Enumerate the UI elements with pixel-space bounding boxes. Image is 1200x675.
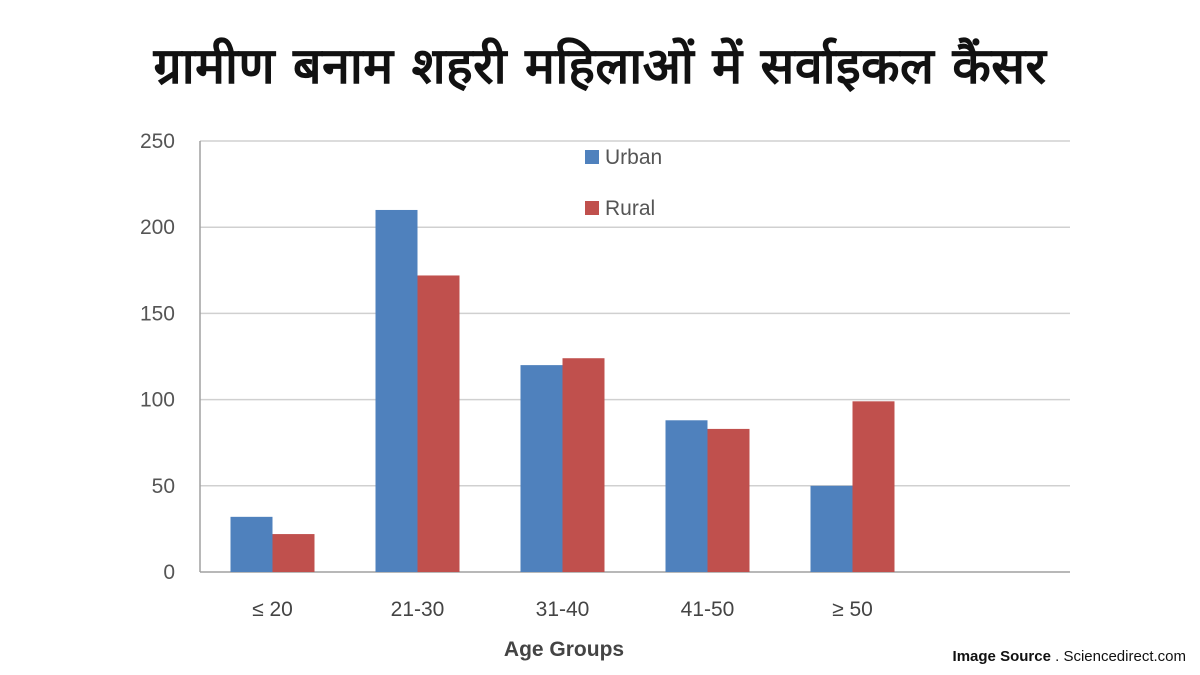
legend-swatch-rural	[585, 201, 599, 215]
legend-label-urban: Urban	[605, 146, 662, 169]
y-tick-label: 0	[163, 561, 175, 584]
bar-urban	[520, 365, 563, 572]
bar-urban	[665, 420, 708, 572]
source-separator: .	[1050, 648, 1064, 665]
x-axis-categories: ≤ 20 21-30 31-40 41-50 ≥ 50	[252, 598, 873, 621]
y-tick-label: 250	[140, 130, 175, 153]
y-tick-label: 50	[152, 475, 175, 498]
bar-urban	[375, 209, 418, 572]
image-source: Image Source . Sciencedirect.com	[953, 648, 1186, 665]
x-category-label: ≤ 20	[252, 598, 293, 621]
axes	[199, 141, 1070, 573]
legend-label-rural: Rural	[605, 197, 655, 220]
legend: Urban Rural	[585, 146, 662, 220]
x-axis-title: Age Groups	[504, 638, 624, 661]
bar-rural	[272, 534, 315, 572]
source-label: Image Source	[952, 648, 1051, 665]
y-tick-label: 200	[140, 216, 175, 239]
bar-rural	[562, 358, 605, 572]
gridlines	[200, 140, 1070, 487]
bar-rural	[707, 428, 750, 572]
bar-urban	[810, 485, 853, 572]
bar-rural	[852, 401, 895, 572]
x-category-label: 31-40	[536, 598, 590, 621]
x-category-label: 41-50	[681, 598, 735, 621]
y-tick-label: 100	[140, 389, 175, 412]
x-category-label: ≥ 50	[832, 598, 873, 621]
x-category-label: 21-30	[391, 598, 445, 621]
bar-urban	[230, 516, 273, 572]
legend-swatch-urban	[585, 150, 599, 164]
bar-rural	[417, 275, 460, 572]
y-axis-ticks: 0 50 100 150 200 250	[140, 130, 175, 584]
y-tick-label: 150	[140, 302, 175, 325]
source-name: Sciencedirect.com	[1063, 648, 1186, 665]
page-title: ग्रामीण बनाम शहरी महिलाओं में सर्वाइकल क…	[153, 37, 1047, 95]
bars	[230, 209, 895, 572]
